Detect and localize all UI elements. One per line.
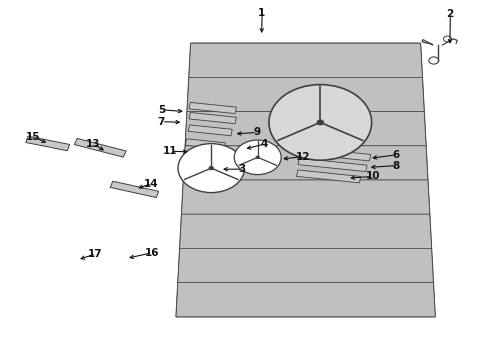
Polygon shape	[188, 43, 422, 77]
Text: 5: 5	[158, 105, 164, 115]
Polygon shape	[183, 146, 427, 180]
Polygon shape	[176, 283, 434, 317]
Polygon shape	[110, 181, 159, 198]
Polygon shape	[176, 43, 434, 317]
Polygon shape	[178, 248, 432, 283]
Polygon shape	[189, 112, 236, 124]
Circle shape	[234, 140, 281, 175]
Text: 16: 16	[144, 248, 159, 258]
Circle shape	[268, 85, 371, 160]
Polygon shape	[188, 125, 232, 136]
Polygon shape	[296, 170, 360, 183]
Polygon shape	[189, 102, 236, 114]
Circle shape	[256, 156, 259, 158]
Polygon shape	[299, 147, 370, 161]
Polygon shape	[74, 139, 126, 157]
Text: 12: 12	[295, 152, 310, 162]
Text: 7: 7	[157, 117, 165, 127]
Text: 17: 17	[88, 249, 102, 259]
Text: 9: 9	[253, 127, 260, 138]
Circle shape	[209, 167, 213, 170]
Text: 14: 14	[144, 179, 159, 189]
Text: 15: 15	[26, 132, 41, 142]
Text: 13: 13	[85, 139, 100, 149]
Polygon shape	[181, 180, 429, 214]
Text: 6: 6	[392, 150, 399, 160]
Text: 10: 10	[365, 171, 379, 181]
Polygon shape	[26, 136, 69, 151]
Circle shape	[178, 144, 244, 193]
Text: 1: 1	[258, 8, 264, 18]
Polygon shape	[297, 158, 366, 172]
Polygon shape	[186, 77, 423, 112]
Polygon shape	[185, 112, 425, 146]
Text: 2: 2	[446, 9, 452, 19]
Text: 11: 11	[163, 146, 177, 156]
Text: 4: 4	[260, 139, 267, 149]
Circle shape	[317, 120, 323, 125]
Text: 8: 8	[392, 161, 399, 171]
Polygon shape	[185, 139, 225, 149]
Polygon shape	[180, 214, 430, 248]
Text: 3: 3	[238, 164, 245, 174]
